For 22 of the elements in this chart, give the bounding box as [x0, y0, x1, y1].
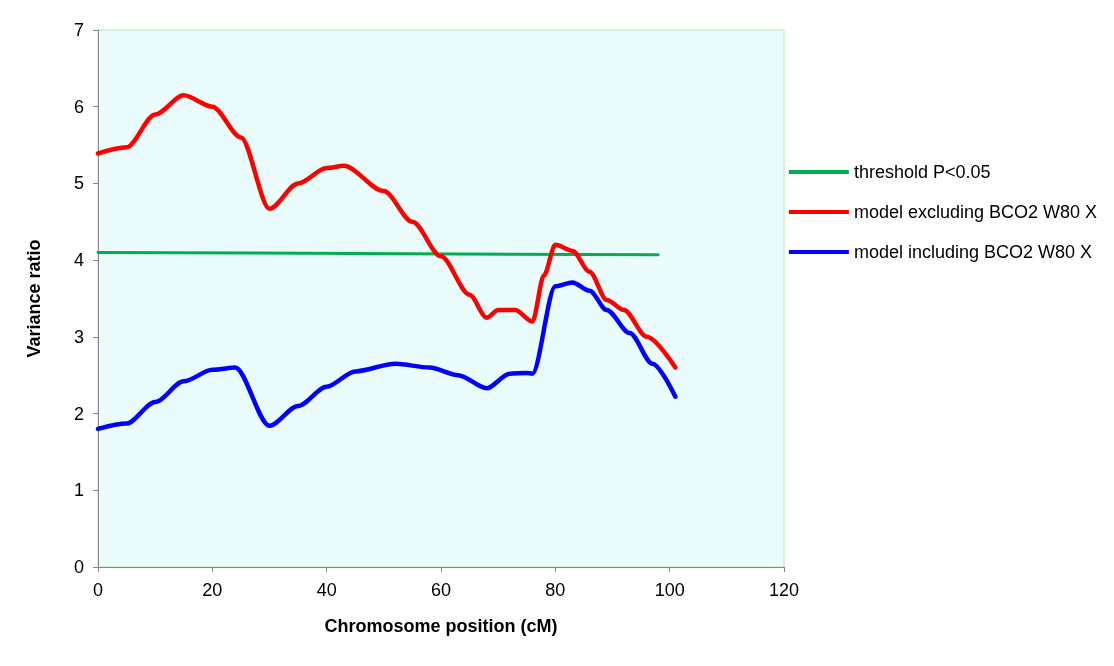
line-series: [95, 280, 678, 432]
y-axis-title: Variance ratio: [24, 239, 44, 358]
y-tick-label: 5: [73, 173, 84, 194]
x-tick-label: 0: [92, 580, 104, 600]
x-tick-label: 80: [545, 580, 566, 600]
legend-label: model excluding BCO2 W80 X: [853, 202, 1098, 222]
y-tick-label: 3: [73, 326, 84, 347]
y-tick-label: 6: [73, 96, 84, 117]
y-tick-label: 0: [73, 557, 84, 577]
y-tick-label: 7: [73, 20, 84, 40]
line-series: [95, 92, 678, 370]
legend-label: threshold P<0.05: [853, 162, 991, 182]
x-tick-label: 40: [316, 580, 337, 600]
x-tick-label: 120: [768, 580, 800, 600]
x-tick-label: 60: [430, 580, 452, 600]
y-tick-label: 1: [73, 480, 84, 501]
legend-label: model including BCO2 W80 X: [853, 242, 1093, 262]
y-tick-label: 2: [73, 403, 84, 424]
x-tick-label: 20: [202, 580, 223, 600]
x-tick-label: 100: [654, 580, 685, 600]
x-axis-title: Chromosome position (cM): [324, 616, 558, 636]
y-tick-label: 4: [73, 250, 84, 271]
